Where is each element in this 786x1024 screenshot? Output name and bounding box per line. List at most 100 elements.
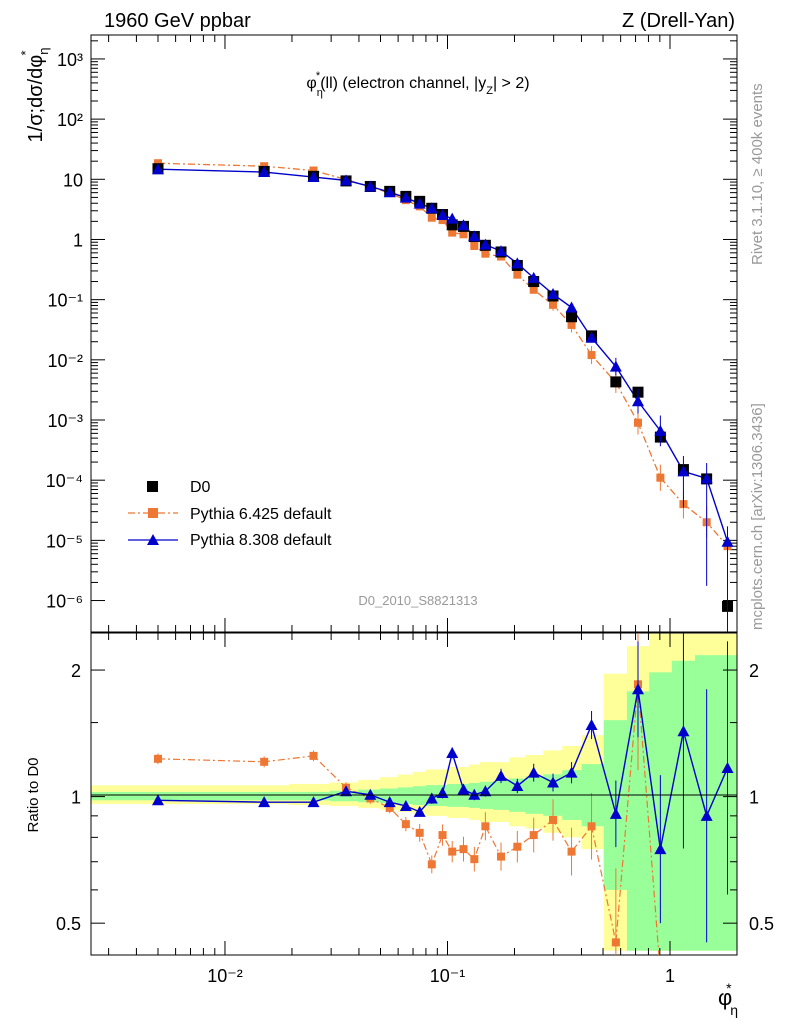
d0-point	[446, 219, 458, 231]
pythia8-point	[721, 535, 734, 547]
y-tick-label: 10⁻⁵	[46, 531, 83, 551]
pythia8-point	[654, 424, 667, 436]
ratio-pythia8-point	[654, 843, 667, 855]
ratio-pythia6-point	[497, 852, 506, 861]
pythia8-point	[457, 219, 470, 231]
pythia6-line	[157, 162, 729, 547]
header-right: Z (Drell-Yan)	[622, 10, 735, 32]
pythia8-point	[495, 245, 508, 257]
y-tick-label: 10⁻⁶	[46, 592, 83, 612]
ratio-pythia6-point	[470, 855, 479, 864]
y-tick-label: 10	[63, 170, 83, 190]
ratio-pythia8-point	[511, 779, 524, 791]
ratio-pythia6-point	[427, 860, 436, 869]
y-tick-label: 10²	[57, 110, 83, 130]
ratio-pythia6-point	[401, 820, 410, 829]
ratio-pythia8-point	[721, 761, 734, 773]
ratio-pythia8-point	[527, 766, 540, 778]
ratio-pythia6-point	[448, 847, 457, 856]
ratio-pythia6-point	[481, 822, 490, 831]
y-tick-label: 10⁻²	[47, 351, 83, 371]
pythia8-point	[340, 174, 353, 186]
d0-point	[610, 376, 622, 388]
ratio-pythia8-point	[547, 776, 560, 788]
pythia6-point	[470, 241, 479, 250]
ratio-pythia6-point	[385, 803, 394, 812]
ratio-pythia8-point	[585, 719, 598, 731]
ratio-pythia6-point	[459, 845, 468, 854]
ratio-pythia6-point	[153, 754, 162, 763]
pythia6-point	[633, 418, 642, 427]
legend: D0 Pythia 6.425 default Pythia 8.308 def…	[128, 479, 332, 549]
plot-title: φη*(ll) (electron channel, |yZ| > 2)	[306, 70, 529, 99]
pythia8-point	[399, 191, 412, 203]
pythia8-point	[383, 186, 396, 198]
legend-label-d0: D0	[190, 479, 211, 496]
pythia8-point	[425, 202, 438, 214]
pythia6-point	[459, 230, 468, 239]
ratio-pythia8-point	[399, 799, 412, 811]
band-green-bin	[211, 791, 290, 801]
band-green-bin	[288, 791, 331, 801]
y-tick-label: 10⁻⁴	[46, 471, 83, 491]
legend-label-pythia6: Pythia 6.425 default	[190, 506, 332, 523]
legend-marker-d0	[147, 481, 158, 492]
pythia6-point	[567, 320, 576, 329]
band-green-bin	[380, 788, 399, 804]
band-green-bin	[412, 786, 427, 806]
d0-point	[566, 311, 578, 323]
ratio-pythia8-point	[609, 807, 622, 819]
ratio-pythia6-point	[567, 847, 576, 856]
ratio-pythia8-point	[631, 683, 644, 695]
ratio-tick-label-right: 1	[749, 788, 759, 808]
ratio-pythia8-point	[495, 769, 508, 781]
analysis-watermark: D0_2010_S8821313	[358, 593, 477, 608]
header-left: 1960 GeV ppbar	[104, 10, 251, 32]
pythia8-line	[157, 168, 729, 542]
pythia6-point	[529, 285, 538, 294]
ratio-pythia8-point	[413, 805, 426, 817]
svg-text:1/σ;dσ/dφη*: 1/σ;dσ/dφη*	[18, 48, 51, 143]
pythia8-point	[436, 209, 449, 221]
pythia8-point	[565, 301, 578, 313]
pythia8-point	[468, 230, 481, 242]
ratio-series	[151, 633, 734, 955]
ratio-pythia6-point	[529, 831, 538, 840]
y-tick-label: 10⁻³	[47, 411, 83, 431]
ratio-pythia6-point	[513, 842, 522, 851]
pythia6-point	[656, 473, 665, 482]
x-tick-label: 10⁻¹	[430, 966, 466, 986]
ratio-pythia6-point	[611, 938, 620, 947]
title-symbol: φ	[306, 75, 316, 92]
rivet-version-text: Rivet 3.1.10, ≥ 400k events	[749, 83, 766, 265]
pythia8-point	[413, 197, 426, 209]
ratio-tick-label-left: 2	[71, 661, 81, 681]
ratio-pythia6-point	[438, 831, 447, 840]
pythia8-point	[307, 171, 320, 183]
pythia6-point	[513, 270, 522, 279]
main-y-axis-label: 1/σ;dσ/dφη*	[18, 48, 51, 143]
ratio-pythia6-point	[415, 828, 424, 837]
pythia8-point	[700, 472, 713, 484]
ratio-pythia6-point	[309, 751, 318, 760]
ratio-tick-label-right: 0.5	[749, 914, 774, 934]
pythia8-point	[364, 180, 377, 192]
ratio-tick-label-left: 1	[71, 788, 81, 808]
pythia8-point	[677, 465, 690, 477]
pythia8-point	[151, 163, 164, 175]
main-plot-frame	[90, 34, 738, 633]
ratio-pythia8-point	[446, 746, 459, 758]
legend-marker-pythia8	[147, 534, 159, 545]
ratio-pythia8-point	[479, 785, 492, 797]
ratio-tick-label-left: 0.5	[56, 914, 81, 934]
pythia8-point	[547, 288, 560, 300]
band-green-bin	[397, 787, 414, 805]
mcplots-credit-text: mcplots.cern.ch [arXiv:1306.3436]	[749, 403, 766, 630]
x-axis-label: φη*	[718, 980, 738, 1018]
pythia8-point	[446, 212, 459, 224]
pythia8-point	[631, 395, 644, 407]
ratio-pythia8-point	[677, 725, 690, 737]
ratio-pythia8-point	[565, 766, 578, 778]
y-tick-label: 1	[73, 230, 83, 250]
